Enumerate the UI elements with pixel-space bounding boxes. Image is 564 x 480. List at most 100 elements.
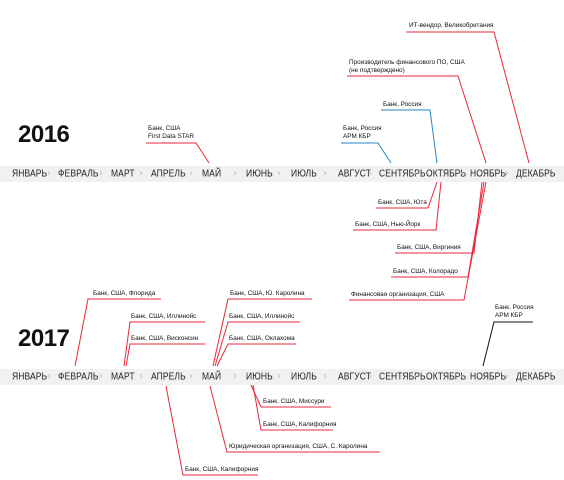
incident-bank-usa-colorado: Банк, США, Колорадо: [393, 268, 458, 276]
connector-bank-russia-oct: [381, 109, 438, 164]
incident-label-line: АРМ КБР: [343, 133, 371, 140]
chevron-right-icon: ›: [189, 168, 193, 179]
connector-fin-org-usa: [349, 181, 487, 301]
chevron-right-icon: ›: [99, 371, 103, 382]
incident-bank-usa-first-data-star: Банк, США First Data STAR: [148, 125, 194, 141]
month-label: ЯНВАРЬ: [12, 167, 48, 179]
incident-bank-usa-california-april: Банк, США, Калифорния: [185, 466, 258, 474]
incident-bank-usa-florida: Банк, США, Флорида: [93, 290, 155, 298]
chevron-right-icon: ›: [459, 371, 463, 382]
chevron-right-icon: ›: [505, 168, 509, 179]
chevron-right-icon: ›: [368, 371, 372, 382]
connector-it-vendor: [406, 31, 530, 164]
incident-label-line: Банк, США, Калифорния: [263, 421, 337, 428]
incident-label-line: Производитель финансового ПО, США: [349, 59, 465, 66]
incident-label-line: Банк, США, Нью-Йорк: [355, 221, 421, 228]
month-label: ИЮНЬ: [246, 370, 273, 382]
month-label: ФЕВРАЛЬ: [58, 167, 99, 179]
incident-bank-usa-wisconsin: Банк, США, Висконсин: [131, 335, 198, 343]
connector-bank-usa-wisconsin: [125, 343, 205, 367]
month-label: НОЯБРЬ: [470, 370, 507, 382]
chevron-right-icon: ›: [233, 371, 237, 382]
chevron-right-icon: ›: [323, 168, 327, 179]
incident-label-line: Банк, Россия: [495, 304, 534, 311]
month-label: ИЮЛЬ: [291, 370, 317, 382]
incident-legal-org-north-carolina: Юридическая организация, США, С. Каролин…: [229, 443, 367, 451]
month-label: ФЕВРАЛЬ: [58, 370, 99, 382]
incident-label-line: Банк, США, Виргиния: [397, 244, 461, 251]
incident-bank-usa-missouri: Банк, США, Миссури: [263, 398, 324, 406]
chevron-right-icon: ›: [368, 168, 372, 179]
month-label: АВГУСТ: [338, 167, 371, 179]
incident-bank-usa-oklahoma: Банк, США, Оклахома: [229, 335, 295, 343]
incident-fin-software-usa: Производитель финансового ПО, США (не по…: [349, 59, 465, 75]
chevron-right-icon: ›: [277, 371, 281, 382]
incident-label-line: Банк, США, Колорадо: [393, 268, 458, 275]
incident-label-line: Банк, США, Висконсин: [131, 335, 199, 342]
chevron-right-icon: ›: [233, 168, 237, 179]
chevron-right-icon: ›: [99, 168, 103, 179]
month-label: АПРЕЛЬ: [151, 167, 186, 179]
incident-bank-usa-south-carolina: Банк, США, Ю. Каролина: [230, 290, 305, 298]
connector-bank-usa-utah: [376, 181, 438, 209]
connector-bank-usa-illinois-may: [214, 321, 300, 367]
incident-bank-usa-utah: Банк, США, Юта: [378, 199, 427, 207]
chevron-right-icon: ›: [47, 371, 51, 382]
connector-bank-russia-arm: [341, 142, 392, 164]
incident-label-line: (не подтверждено): [349, 67, 405, 74]
incident-label-line: Юридическая организация, США, С. Каролин…: [229, 443, 368, 450]
incident-label-line: Банк, США, Миссури: [263, 398, 325, 405]
month-label: АПРЕЛЬ: [151, 370, 186, 382]
timeline-2017: [0, 369, 564, 385]
connector-bank-usa-star: [146, 142, 210, 164]
connector-bank-russia-arm-2017: [482, 321, 533, 367]
incident-bank-usa-virginia: Банк, США, Виргиния: [397, 244, 461, 252]
incident-bank-usa-new-york: Банк, США, Нью-Йорк: [355, 221, 420, 229]
chevron-right-icon: ›: [459, 168, 463, 179]
chevron-right-icon: ›: [47, 168, 51, 179]
month-label: СЕНТЯБРЬ: [379, 167, 426, 179]
month-label: МАЙ: [202, 167, 222, 179]
connector-bank-usa-sc: [212, 298, 312, 367]
year-2016-heading: 2016: [18, 121, 70, 148]
incident-label-line: Банк, США, Ю. Каролина: [230, 290, 305, 297]
month-label: ДЕКАБРЬ: [516, 370, 556, 382]
month-label: ИЮНЬ: [246, 167, 273, 179]
month-label: ДЕКАБРЬ: [516, 167, 556, 179]
incident-label-line: Банк, Россия: [343, 125, 382, 132]
incident-label-line: АРМ КБР: [495, 312, 523, 319]
incident-bank-usa-illinois-may: Банк, США, Иллинойс: [229, 313, 294, 321]
incident-label-line: Банк, США, Флорида: [93, 290, 156, 297]
incident-fin-org-usa: Финансовая организация, США: [351, 291, 444, 299]
chevron-right-icon: ›: [139, 371, 143, 382]
month-label: ИЮЛЬ: [291, 167, 317, 179]
chevron-right-icon: ›: [505, 371, 509, 382]
month-label: МАРТ: [111, 167, 135, 179]
incident-label-line: ИТ-вендор, Великобритания: [409, 22, 494, 29]
incident-label-line: Банк, США: [148, 125, 181, 132]
connector-bank-usa-illinois-mar: [123, 321, 205, 367]
incident-label-line: Банк, Россия: [383, 101, 422, 108]
month-label: АВГУСТ: [338, 370, 371, 382]
incident-bank-usa-illinois-march: Банк, США, Иллинойс: [131, 313, 196, 321]
connector-bank-usa-florida: [74, 298, 161, 367]
month-label: НОЯБРЬ: [470, 167, 507, 179]
incident-label-line: Финансовая организация, США: [351, 291, 445, 298]
connector-bank-usa-california-apr: [165, 385, 258, 476]
month-label: МАЙ: [202, 370, 222, 382]
chevron-right-icon: ›: [139, 168, 143, 179]
connector-bank-usa-ny: [353, 181, 442, 231]
connector-legal-org-nc: [209, 385, 380, 453]
incident-it-vendor-uk: ИТ-вендор, Великобритания: [409, 22, 494, 30]
chevron-right-icon: ›: [323, 371, 327, 382]
incident-label-line: Банк, США, Иллинойс: [131, 313, 197, 320]
connector-bank-usa-virginia: [395, 181, 483, 254]
timeline-2016: [0, 166, 564, 182]
incident-label-line: Банк, США, Оклахома: [229, 335, 295, 342]
incident-label-line: First Data STAR: [148, 133, 195, 140]
incident-bank-russia-arm-kbr-2017: Банк, Россия АРМ КБР: [495, 304, 534, 320]
chevron-right-icon: ›: [413, 371, 417, 382]
connector-bank-usa-oklahoma: [216, 343, 296, 367]
